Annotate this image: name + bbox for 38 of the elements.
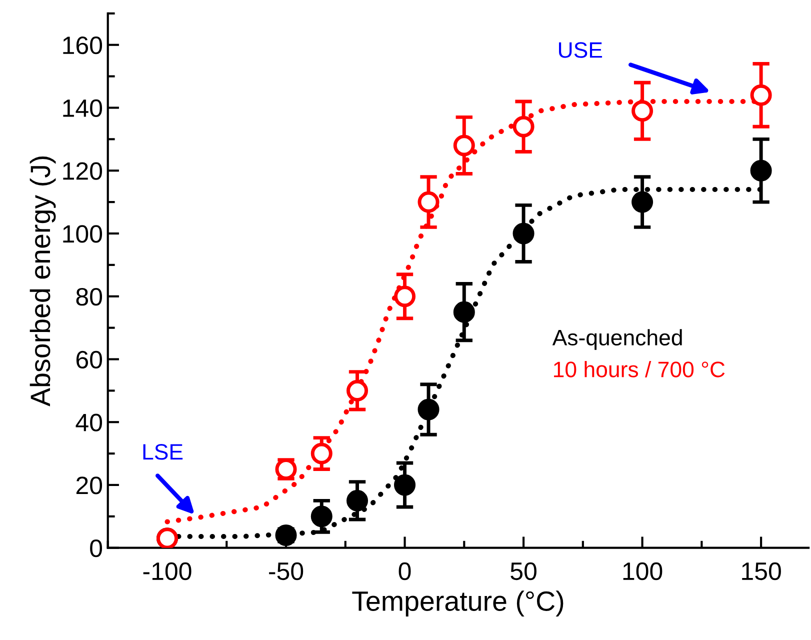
point: [632, 191, 654, 213]
point: [346, 380, 368, 402]
point: [453, 301, 475, 323]
y-tick-label: 60: [76, 350, 102, 369]
y-tick-label: 100: [63, 225, 102, 243]
y-tick-label: 20: [76, 476, 102, 494]
y-tick-label: 120: [63, 162, 102, 180]
point: [275, 524, 297, 546]
point: [632, 100, 654, 122]
x-tick-label: 100: [623, 562, 662, 580]
point: [750, 160, 772, 182]
point: [394, 286, 416, 308]
point: [418, 191, 440, 213]
x-tick-label: 0: [398, 562, 411, 580]
x-tick-label: 50: [510, 562, 536, 580]
text: 10 hours / 700 °C: [554, 361, 725, 378]
point: [394, 474, 416, 496]
y-axis-title: Absorbed energy (J): [30, 156, 56, 406]
point: [310, 506, 332, 528]
y-tick-label: 80: [76, 288, 102, 306]
point: [453, 134, 475, 156]
y-tick-label: 0: [90, 539, 102, 558]
point: [512, 116, 534, 138]
y-tick-label: 140: [63, 99, 102, 118]
annotation: USE: [559, 42, 602, 58]
annotation: LSE: [143, 444, 183, 460]
text: As-quenched: [552, 329, 682, 350]
x-tick-label: -50: [269, 562, 304, 580]
point: [750, 84, 772, 106]
y-tick-label: 160: [63, 36, 102, 54]
point: [512, 222, 534, 244]
point: [310, 442, 332, 464]
point: [346, 490, 368, 512]
x-tick-label: -100: [143, 562, 192, 580]
x-axis-title: Temperature (°C): [352, 590, 564, 616]
point: [418, 398, 440, 420]
x-tick-label: 150: [742, 562, 781, 580]
y-tick-label: 40: [76, 414, 102, 432]
